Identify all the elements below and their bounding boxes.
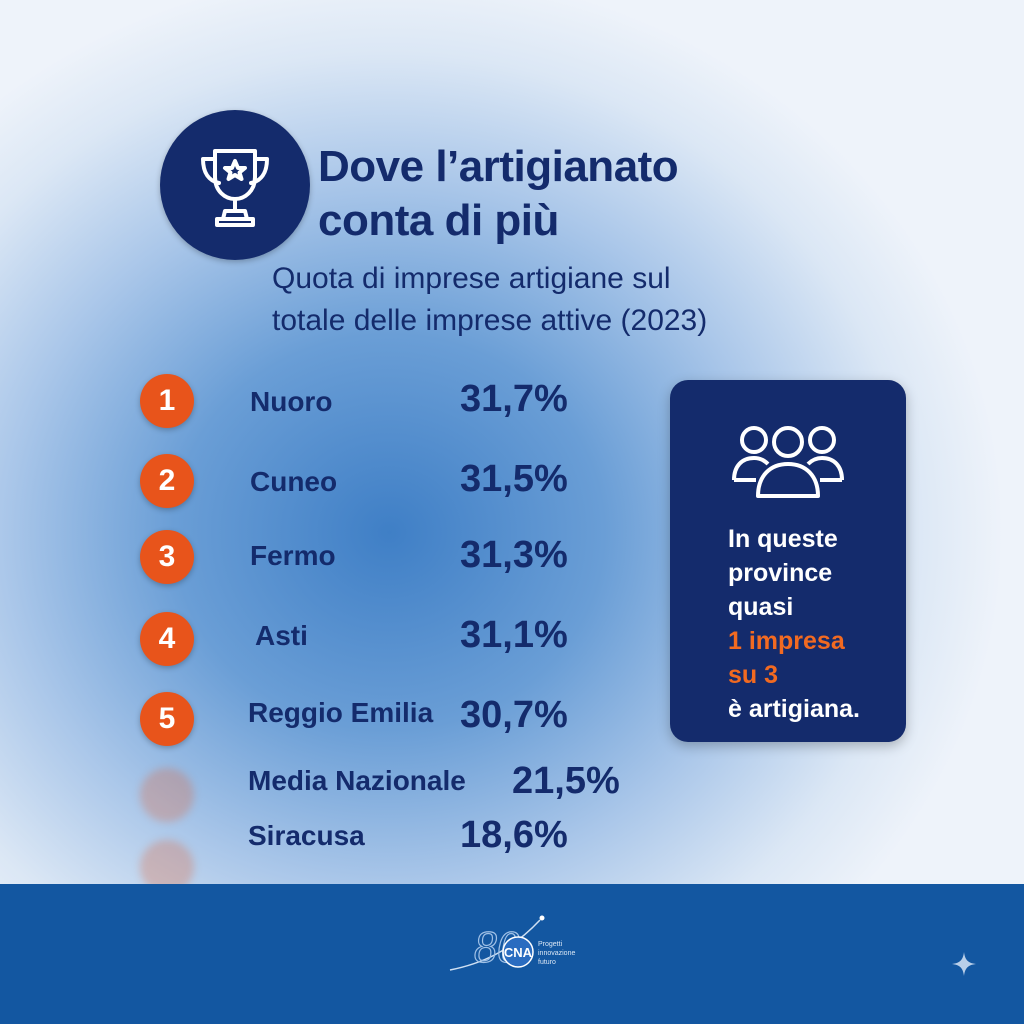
- card-highlight: 1 impresa: [728, 627, 845, 655]
- cna-80-logo: 80 CNA Progetti innovazione futuro: [449, 915, 575, 973]
- reference-value: 18,6%: [460, 814, 568, 856]
- rank-badge: 3: [140, 530, 194, 584]
- reference-value: 21,5%: [512, 760, 620, 802]
- logo-text: CNA: [504, 945, 533, 960]
- province-value: 31,3%: [460, 534, 568, 576]
- reference-label: Media Nazionale: [248, 765, 466, 796]
- province-name: Reggio Emilia: [248, 697, 434, 728]
- card-line: è artigiana.: [728, 695, 860, 723]
- reference-label: Siracusa: [248, 820, 365, 851]
- highlight-card: In queste province quasi 1 impresa su 3 …: [670, 380, 906, 742]
- rank-badge: 1: [140, 374, 194, 428]
- card-line: quasi: [728, 593, 794, 621]
- province-value: 31,1%: [460, 614, 568, 656]
- sparkle-icon: [952, 952, 976, 976]
- card-message: In queste province quasi 1 impresa su 3 …: [728, 522, 898, 726]
- logo-tagline: Progetti: [538, 941, 563, 948]
- rank-badge: 5: [140, 692, 194, 746]
- card-highlight: su 3: [728, 661, 779, 689]
- rank-badge: 2: [140, 454, 194, 508]
- title-line-2: conta di più: [318, 196, 559, 245]
- province-value: 30,7%: [460, 694, 568, 736]
- province-name: Nuoro: [250, 386, 333, 417]
- province-value: 31,5%: [460, 458, 568, 500]
- page-subtitle: Quota di imprese artigiane sul totale de…: [272, 258, 792, 342]
- page-title: Dove l’artigianato conta di più: [318, 140, 838, 248]
- logo-tagline: futuro: [538, 959, 556, 966]
- province-value: 31,7%: [460, 378, 568, 420]
- trophy-badge: [160, 110, 310, 260]
- province-name: Fermo: [250, 540, 336, 571]
- subtitle-line-1: Quota di imprese artigiane sul: [272, 262, 671, 295]
- logo-tagline: innovazione: [538, 950, 575, 957]
- faded-badge: [140, 768, 194, 822]
- province-name: Asti: [255, 620, 308, 651]
- card-line: In queste: [728, 525, 838, 553]
- province-name: Cuneo: [250, 466, 338, 497]
- trophy-icon: [201, 149, 269, 227]
- people-group-icon: [732, 426, 844, 498]
- title-line-1: Dove l’artigianato: [318, 142, 679, 191]
- subtitle-line-2: totale delle imprese attive (2023): [272, 304, 708, 337]
- card-line: province: [728, 559, 833, 587]
- rank-badge: 4: [140, 612, 194, 666]
